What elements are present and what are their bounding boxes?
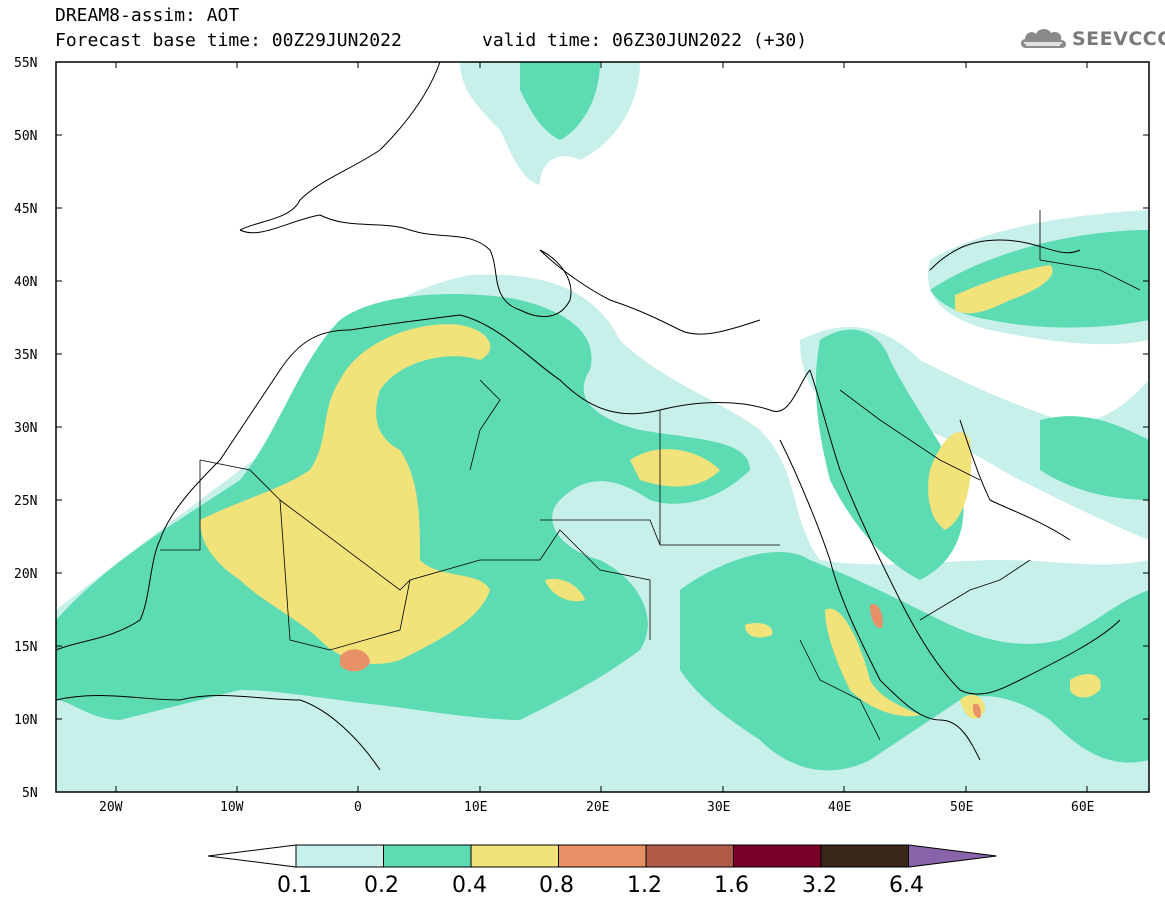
colorbar-label: 0.2	[364, 873, 399, 898]
logo-text: SEEVCCC	[1072, 28, 1165, 50]
lon-label: 30E	[707, 800, 730, 815]
colorbar-label: 1.2	[627, 873, 662, 898]
country-borders	[160, 210, 1141, 741]
lat-label: 5N	[22, 786, 38, 801]
lon-label: 50E	[950, 800, 973, 815]
colorbar-label: 0.8	[539, 873, 574, 898]
colorbar-labels: 0.1 0.2 0.4 0.8 1.2 1.6 3.2 6.4	[277, 873, 924, 898]
lon-axis: 20W 10W 0 10E 20E 30E 40E 50E 60E	[99, 62, 1094, 815]
colorbar-box	[470, 844, 559, 868]
colorbar-label: 1.6	[714, 873, 749, 898]
colorbar-label: 0.1	[277, 873, 312, 898]
colorbar-label: 0.4	[452, 873, 487, 898]
aot-level-0.8	[340, 604, 981, 718]
colorbar-box	[733, 844, 822, 868]
colorbar-box	[645, 844, 734, 868]
coastlines	[56, 62, 1121, 771]
lat-label: 50N	[14, 129, 37, 144]
lat-label: 20N	[14, 567, 37, 582]
lon-label: 10E	[464, 800, 487, 815]
lat-label: 25N	[14, 494, 37, 509]
colorbar-box	[558, 844, 647, 868]
forecast-base-time: Forecast base time: 00Z29JUN2022	[55, 30, 402, 51]
lat-label: 35N	[14, 348, 37, 363]
colorbar-box	[383, 844, 472, 868]
cloud-icon	[1020, 28, 1067, 48]
map-title: DREAM8-assim: AOT	[55, 5, 240, 26]
colorbar-over-triangle	[908, 844, 997, 868]
colorbar-label: 6.4	[889, 873, 924, 898]
lat-label: 45N	[14, 202, 37, 217]
lon-label: 40E	[828, 800, 851, 815]
lon-label: 20W	[99, 800, 123, 815]
lat-label: 40N	[14, 275, 37, 290]
colorbar-label: 3.2	[802, 873, 837, 898]
valid-time: valid time: 06Z30JUN2022 (+30)	[482, 30, 808, 51]
colorbar-box	[295, 844, 384, 868]
aot-field	[56, 62, 1149, 792]
lon-label: 60E	[1071, 800, 1094, 815]
lat-label: 30N	[14, 421, 37, 436]
lon-label: 0	[354, 800, 362, 815]
seevccc-logo: SEEVCCC	[1018, 24, 1165, 56]
lat-label: 15N	[14, 640, 37, 655]
lat-label: 10N	[14, 713, 37, 728]
lon-label: 20E	[586, 800, 609, 815]
colorbar-under-triangle	[207, 844, 297, 868]
colorbar-box	[820, 844, 909, 868]
lat-axis: 55N 50N 45N 40N 35N 30N 25N 20N 15N 10N …	[14, 56, 1149, 801]
colorbar-boxes	[207, 844, 997, 868]
lat-label: 55N	[14, 56, 37, 71]
lon-label: 10W	[220, 800, 244, 815]
